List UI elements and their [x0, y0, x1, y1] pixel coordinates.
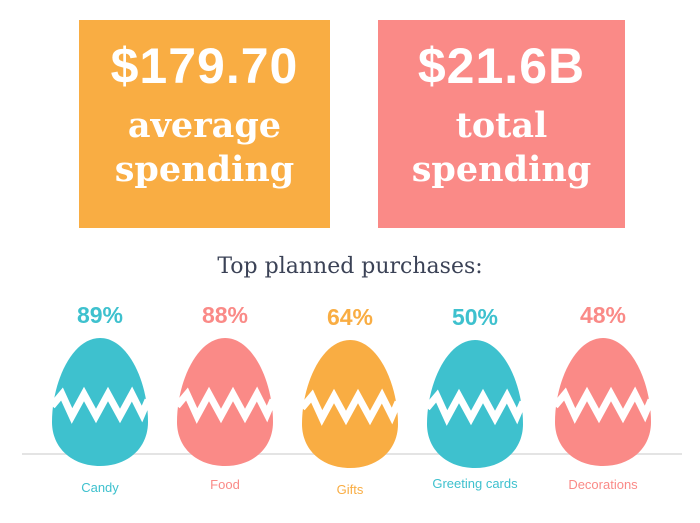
average-spending-label-line1: average: [127, 105, 282, 146]
total-spending-label-line1: total: [455, 105, 548, 146]
egg-column: 50% Greeting cards: [420, 302, 530, 491]
egg-crack: [302, 388, 398, 426]
egg-value-label: 64%: [326, 304, 374, 330]
egg-value-label: 89%: [76, 302, 124, 328]
easter-egg-icon: [555, 338, 651, 466]
egg-category-label: Decorations: [568, 477, 638, 492]
easter-egg-icon: [52, 338, 148, 466]
total-spending-box: $21.6B total spending: [378, 20, 625, 228]
total-spending-value: $21.6B: [417, 38, 586, 94]
easter-egg-icon: [427, 340, 523, 468]
average-spending-label: average spending: [115, 104, 295, 192]
egg-column: 64% Gifts: [295, 302, 405, 497]
egg-column: 89% Candy: [45, 300, 155, 495]
egg-value-label: 50%: [451, 304, 499, 330]
egg-value-label: 48%: [579, 302, 627, 328]
egg-column: 48% Decorations: [548, 300, 658, 492]
egg-category-label: Gifts: [336, 482, 364, 497]
egg-column: 88% Food: [170, 300, 280, 492]
total-spending-label: total spending: [412, 104, 592, 192]
average-spending-label-line2: spending: [114, 149, 295, 190]
average-spending-value: $179.70: [110, 38, 299, 94]
average-spending-box: $179.70 average spending: [79, 20, 330, 228]
easter-egg-icon: [302, 340, 398, 468]
easter-egg-icon: [177, 338, 273, 466]
egg-value-label: 88%: [201, 302, 249, 328]
chart-title: Top planned purchases:: [217, 254, 483, 279]
egg-crack: [555, 386, 651, 424]
egg-crack: [52, 386, 148, 424]
egg-category-label: Food: [210, 477, 240, 492]
egg-category-label: Candy: [81, 480, 119, 495]
egg-crack: [427, 388, 523, 426]
egg-category-label: Greeting cards: [432, 476, 518, 491]
egg-crack: [177, 386, 273, 424]
total-spending-label-line2: spending: [411, 149, 592, 190]
